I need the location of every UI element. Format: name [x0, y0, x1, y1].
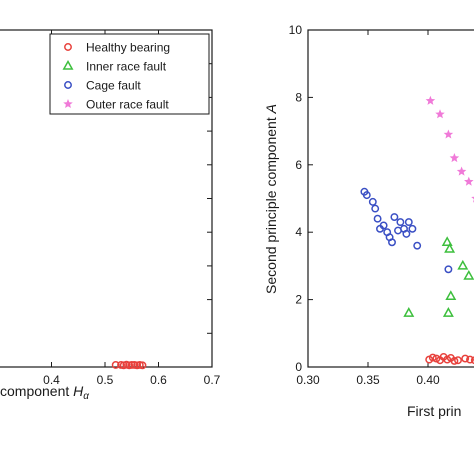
right-y-tick-label: 10 [289, 23, 303, 37]
legend: Healthy bearing Inner race fault Cage faul… [49, 33, 210, 115]
right-point [390, 213, 399, 221]
legend-marker [64, 81, 72, 89]
left-x-tick-label: 0.6 [150, 373, 167, 387]
right-point [388, 238, 396, 247]
right-point [463, 269, 474, 280]
right-data-points [360, 95, 474, 365]
right-point [456, 166, 467, 176]
right-point [403, 307, 415, 317]
right-point [443, 129, 454, 139]
right-point [471, 196, 474, 203]
left-point [119, 361, 128, 370]
legend-marker [64, 43, 72, 51]
right-point [454, 356, 462, 365]
right-point [442, 307, 454, 317]
right-point [464, 176, 474, 186]
right-x-tick-label: 0.40 [416, 373, 440, 387]
left-point [138, 361, 147, 370]
legend-entry-label: Cage fault [86, 79, 141, 93]
right-y-tick-label: 0 [295, 360, 302, 374]
left-x-tick-label: 0.4 [43, 373, 60, 387]
right-point [444, 265, 453, 274]
legend-marker [63, 99, 73, 109]
right-point [441, 236, 453, 247]
right-point [435, 109, 445, 119]
legend-box [49, 33, 210, 115]
right-point [450, 356, 459, 365]
right-point [444, 243, 456, 253]
left-point [127, 361, 136, 369]
right-y-tick-label: 4 [295, 225, 302, 239]
right-point [396, 218, 405, 227]
right-y-axis-label: Second principle component A [263, 104, 279, 294]
right-point [371, 204, 380, 213]
right-point [457, 259, 469, 270]
right-y-tick-label: 8 [295, 90, 302, 104]
left-data-points [111, 360, 147, 370]
right-y-tick-label: 6 [295, 158, 302, 172]
right-point [408, 224, 417, 233]
right-point [445, 290, 457, 300]
right-scatter-panel: 0 2 4 6 8 10 0.30 0.35 0.40 Second principle com… [263, 23, 474, 419]
left-scatter-panel: 0.4 0.5 0.6 0.7 Healthy bearing Inner race f… [0, 29, 221, 402]
right-point [449, 153, 460, 163]
right-point [373, 214, 382, 223]
legend-entry-label: Outer race fault [86, 98, 169, 112]
left-x-tick-label: 0.7 [204, 373, 221, 387]
right-x-tick-label: 0.30 [296, 373, 320, 387]
legend-entry-label: Inner race fault [86, 60, 167, 74]
right-point [470, 356, 474, 365]
legend-entry-label: Healthy bearing [86, 41, 170, 55]
right-x-tick-label: 0.35 [356, 373, 380, 387]
right-point [402, 229, 411, 238]
right-point [404, 218, 413, 227]
legend-marker [62, 59, 74, 70]
right-point [425, 95, 436, 105]
left-point [111, 361, 120, 369]
left-x-tick-label: 0.5 [97, 373, 114, 387]
right-point [362, 191, 371, 200]
right-plot-frame [307, 29, 474, 368]
left-x-axis-label: component Hα [0, 383, 89, 402]
right-point [368, 197, 377, 206]
right-point [413, 241, 422, 250]
right-point [428, 353, 437, 362]
right-axis-ticks: 0 2 4 6 8 10 0.30 0.35 0.40 [289, 23, 440, 387]
right-point [379, 221, 388, 230]
right-y-tick-label: 2 [295, 293, 302, 307]
left-x-ticks: 0.4 0.5 0.6 0.7 [43, 30, 221, 387]
right-point [461, 354, 470, 363]
right-point [466, 355, 474, 364]
right-x-axis-label: First prin [407, 403, 461, 419]
